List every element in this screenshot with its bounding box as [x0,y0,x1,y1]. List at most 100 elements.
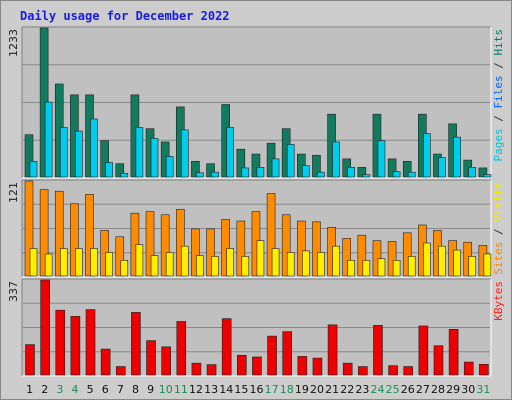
bar-visits-day-12 [191,228,200,277]
bar-kbytes-day-19 [297,356,308,376]
bar-files-day-10 [165,156,174,178]
bar-files-day-22 [347,167,356,178]
bar-files-day-20 [317,171,325,178]
x-tick-label: 12 [189,383,203,396]
legend: Sites / Visits [492,182,505,275]
bar-visits-day-20 [312,221,321,277]
bar-files-day-2 [44,101,53,178]
bar-hits-day-31 [478,167,488,178]
bar-kbytes-day-4 [70,316,81,376]
x-tick-label: 26 [401,383,415,396]
bar-files-day-29 [453,136,461,178]
bar-kbytes-day-13 [206,364,217,376]
bar-hits-day-7 [115,163,125,178]
series-files [29,101,492,178]
bar-hits-day-16 [251,153,261,178]
y-max-label: 1233 [7,29,20,57]
bar-files-day-26 [407,171,416,178]
bar-files-day-3 [59,127,68,178]
legend: Pages / Files / Hits [492,29,505,162]
bar-hits-day-20 [312,154,321,178]
x-tick-label: 10 [159,383,173,396]
bar-sites-day-25 [392,259,401,277]
bar-sites-day-31 [483,253,492,277]
bar-files-day-17 [271,158,280,178]
bar-kbytes-day-18 [282,331,292,376]
bar-hits-day-15 [236,148,246,178]
legend-entry: / [492,56,505,76]
x-tick-label: 13 [204,383,218,396]
bar-visits-day-26 [402,232,412,277]
x-tick-label: 3 [56,383,63,396]
chart-panels: 1233 Pages / Files / Hits 121 Sites / Visit… [7,26,505,377]
legend: KBytes [492,281,505,321]
bar-hits-day-13 [206,163,215,178]
series-kbytes [25,279,489,376]
bar-sites-day-10 [165,252,174,277]
bar-kbytes-day-1 [25,344,35,376]
bar-sites-day-9 [150,255,159,277]
bar-files-day-6 [105,162,113,178]
bar-hits-day-1 [24,134,34,178]
bar-sites-day-18 [286,252,295,277]
bar-kbytes-day-17 [267,335,277,376]
bar-files-day-25 [392,171,401,178]
legend-entry: / [492,222,505,242]
bar-sites-day-5 [90,248,98,277]
bar-files-day-21 [332,141,340,178]
bar-sites-day-17 [271,248,280,277]
bar-visits-day-5 [85,194,94,277]
x-tick-label: 5 [87,383,94,396]
legend-entry: Pages [492,128,505,161]
bar-visits-day-3 [54,190,64,277]
bar-visits-day-4 [70,203,79,277]
bar-kbytes-day-29 [448,329,459,376]
x-tick-label: 28 [431,383,445,396]
panel-middle: 121 Sites / Visits [7,179,505,278]
bar-visits-day-11 [175,208,185,277]
bar-files-day-11 [180,129,189,178]
bar-sites-day-3 [59,248,68,277]
bar-files-day-15 [241,167,250,178]
y-max-label: 121 [7,182,20,203]
bar-files-day-18 [286,144,295,178]
bar-sites-day-30 [468,256,477,277]
x-tick-label: 16 [250,383,264,396]
x-tick-label: 22 [340,383,354,396]
series-hits [24,27,488,178]
bar-kbytes-day-7 [115,366,126,376]
x-tick-label: 17 [265,383,279,396]
bar-files-day-12 [196,172,204,178]
bar-visits-day-14 [221,219,230,277]
bar-files-day-8 [135,127,144,178]
x-tick-label: 2 [41,383,48,396]
chart-title: Daily usage for December 2022 [20,9,230,23]
bar-files-day-13 [211,171,219,178]
bar-files-day-31 [483,174,492,178]
bar-visits-day-19 [297,220,306,277]
bar-visits-day-1 [24,180,34,277]
bar-kbytes-day-20 [312,357,323,376]
bar-hits-day-25 [387,158,397,178]
bar-visits-day-7 [115,236,125,277]
bar-files-day-27 [423,133,431,178]
bar-kbytes-day-6 [100,348,111,376]
bar-sites-day-22 [347,259,356,277]
bar-kbytes-day-30 [463,361,474,376]
legend-entry: KBytes [492,281,505,321]
bar-visits-day-17 [266,193,276,277]
legend-entry: / [492,109,505,129]
x-tick-label: 4 [71,383,78,396]
bar-kbytes-day-24 [373,325,383,376]
panel-top: 1233 Pages / Files / Hits [7,26,505,179]
x-tick-label: 7 [117,383,124,396]
x-tick-label: 15 [234,383,248,396]
bar-files-day-4 [75,130,83,178]
bar-kbytes-day-16 [252,356,262,376]
x-tick-label: 30 [461,383,475,396]
panel-bottom: 337 KBytes [7,278,505,377]
x-tick-label: 24 [371,383,385,396]
bar-files-day-24 [377,140,386,178]
bar-sites-day-2 [44,253,53,277]
